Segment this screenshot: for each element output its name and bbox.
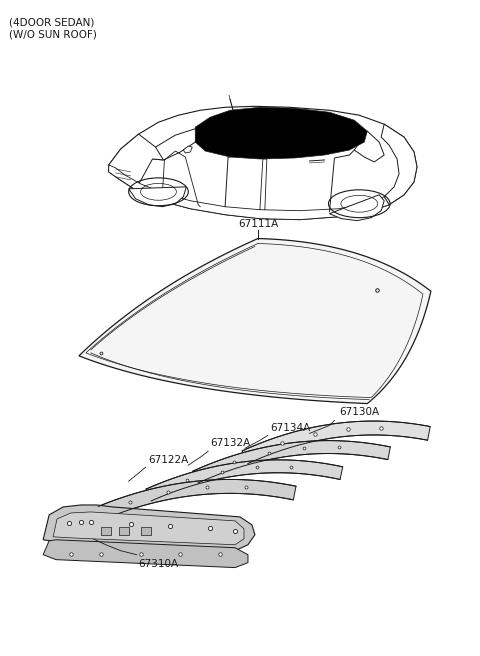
- Polygon shape: [129, 187, 186, 207]
- Polygon shape: [329, 195, 384, 220]
- Polygon shape: [192, 441, 390, 483]
- Bar: [101, 527, 111, 535]
- Text: 67111A: 67111A: [238, 218, 278, 228]
- Text: (4DOOR SEDAN): (4DOOR SEDAN): [9, 18, 95, 28]
- Text: 67132A: 67132A: [210, 438, 251, 448]
- Polygon shape: [242, 421, 430, 464]
- Polygon shape: [98, 480, 296, 520]
- Polygon shape: [195, 108, 367, 159]
- Polygon shape: [53, 512, 244, 544]
- Text: (W/O SUN ROOF): (W/O SUN ROOF): [9, 30, 97, 40]
- Polygon shape: [79, 239, 431, 403]
- Polygon shape: [381, 124, 417, 205]
- Polygon shape: [354, 131, 384, 162]
- Polygon shape: [109, 165, 389, 220]
- Bar: [141, 527, 151, 535]
- Text: 67122A: 67122A: [148, 455, 189, 465]
- Text: 67130A: 67130A: [339, 407, 380, 417]
- Polygon shape: [43, 540, 248, 567]
- Bar: [119, 527, 129, 535]
- Polygon shape: [183, 146, 192, 153]
- Text: 67134A: 67134A: [270, 423, 310, 434]
- Polygon shape: [109, 106, 417, 220]
- Text: 67310A: 67310A: [139, 559, 179, 569]
- Polygon shape: [153, 127, 200, 160]
- Polygon shape: [43, 505, 255, 550]
- Polygon shape: [109, 134, 164, 190]
- Polygon shape: [146, 460, 343, 501]
